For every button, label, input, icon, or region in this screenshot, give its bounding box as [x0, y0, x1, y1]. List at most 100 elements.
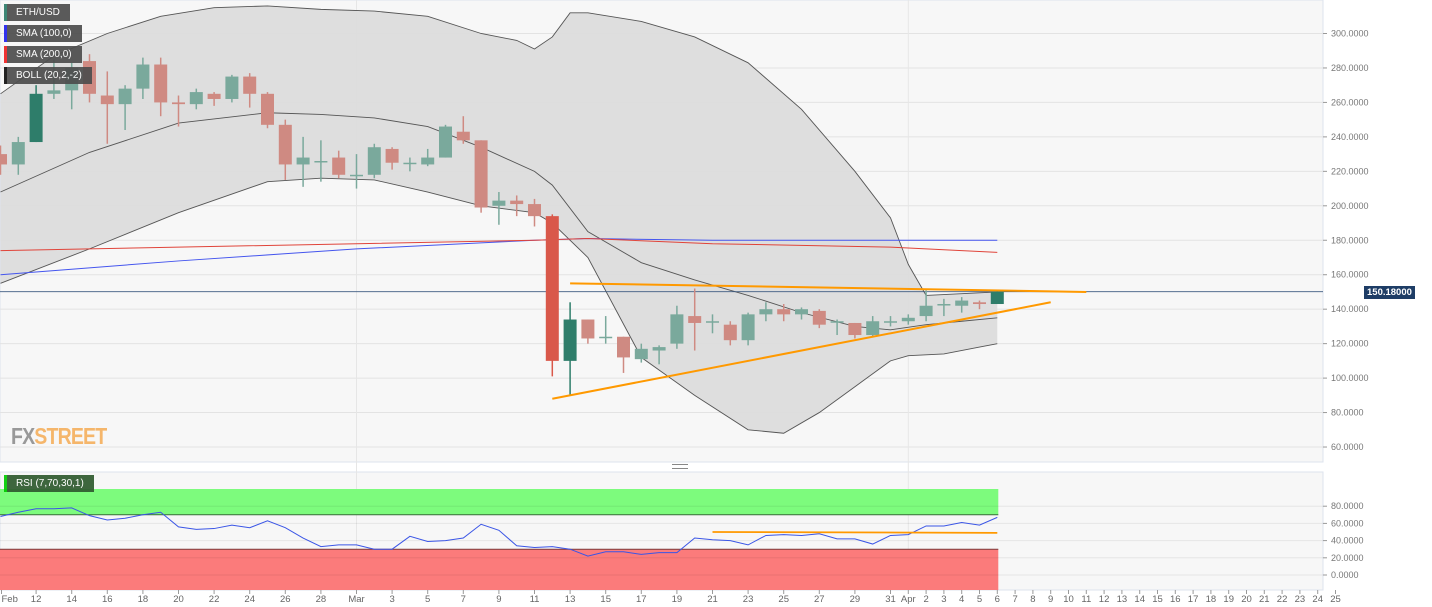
bullish-candle [225, 76, 239, 99]
date-axis-label: 5 [425, 594, 430, 605]
date-axis-label: 7 [1012, 594, 1017, 605]
bullish-candle [136, 64, 150, 89]
date-axis-label: 20 [173, 594, 184, 605]
trendline [570, 282, 1087, 293]
rsi-resize-handle[interactable] [672, 464, 688, 469]
price-axis-label: 300.0000 [1331, 29, 1369, 39]
bullish-candle [901, 317, 915, 322]
legend-bollinger[interactable]: BOLL (20,2,-2) [4, 67, 92, 84]
bullish-candle [670, 314, 684, 344]
date-axis-label: 21 [707, 594, 718, 605]
bearish-candle [243, 76, 257, 94]
bullish-candle [47, 90, 61, 94]
date-axis-label: 6 [995, 594, 1000, 605]
date-axis-label: 2 [923, 594, 928, 605]
rsi-axis-label: 60.0000 [1331, 518, 1364, 528]
legend-rsi[interactable]: RSI (7,70,30,1) [4, 475, 94, 492]
date-axis-label: 23 [743, 594, 754, 605]
bearish-candle [261, 93, 274, 125]
bearish-candle [510, 200, 524, 205]
boll-upper-line [0, 5, 998, 296]
bearish-candle [777, 309, 791, 315]
bullish-candle [29, 93, 43, 143]
bearish-candle [100, 95, 114, 105]
date-axis-label: 16 [102, 594, 113, 605]
bearish-candle [617, 336, 630, 358]
date-axis-label: 17 [636, 594, 647, 605]
bullish-candle [421, 157, 435, 165]
bullish-candle [314, 161, 328, 163]
date-axis-label: 9 [496, 594, 501, 605]
bearish-candle [385, 148, 399, 163]
bearish-candle [723, 324, 737, 341]
date-axis-label: 31 [885, 594, 896, 605]
date-axis-label: 19 [672, 594, 683, 605]
legend-symbol[interactable]: ETH/USD [4, 4, 70, 21]
bearish-candle [581, 319, 595, 339]
date-axis-label: 16 [1170, 594, 1181, 605]
date-axis-label: 12 [1099, 594, 1110, 605]
date-axis-label: 15 [1152, 594, 1163, 605]
bullish-candle [866, 321, 880, 336]
date-axis-label: Apr [901, 594, 916, 605]
price-axis-label: 220.0000 [1331, 166, 1369, 176]
bullish-candle [741, 314, 755, 341]
date-axis-label: 19 [1223, 594, 1234, 605]
date-axis-label: 24 [244, 594, 255, 605]
bullish-candle [439, 126, 452, 158]
date-axis-label: 18 [1206, 594, 1217, 605]
date-axis-label: 23 [1295, 594, 1306, 605]
price-axis-label: 180.0000 [1331, 235, 1369, 245]
date-axis-label: 18 [138, 594, 149, 605]
date-axis-label: 15 [600, 594, 611, 605]
date-axis-label: 22 [1277, 594, 1288, 605]
bullish-candle [634, 348, 648, 360]
bearish-candle [207, 93, 221, 99]
date-axis-label: 17 [1188, 594, 1199, 605]
fxstreet-logo: FXSTREET [11, 423, 107, 450]
logo-fx: FX [11, 423, 35, 449]
date-axis-label: 13 [1117, 594, 1128, 605]
price-axis-label: 120.0000 [1331, 339, 1369, 349]
current-price-badge: 150.18000 [1364, 286, 1415, 299]
price-axis-label: 200.0000 [1331, 201, 1369, 211]
logo-street: STREET [34, 423, 107, 449]
price-axis-label: 60.0000 [1331, 442, 1364, 452]
date-axis-label: Feb [2, 594, 18, 605]
bearish-candle [848, 322, 862, 336]
date-axis-label: Mar [348, 594, 364, 605]
date-axis-label: 21 [1259, 594, 1270, 605]
price-axis-label: 260.0000 [1331, 97, 1369, 107]
date-axis-label: 14 [66, 594, 77, 605]
date-axis-label: 12 [31, 594, 42, 605]
legend-sma-100[interactable]: SMA (100,0) [4, 25, 82, 42]
bullish-candle [599, 336, 613, 339]
price-axis-label: 100.0000 [1331, 373, 1369, 383]
rsi-oversold-zone [0, 549, 999, 590]
price-axis-label: 280.0000 [1331, 63, 1369, 73]
date-axis-label: 7 [461, 594, 466, 605]
price-axis-label: 240.0000 [1331, 132, 1369, 142]
bullish-candle [830, 321, 844, 323]
bullish-candle [118, 88, 132, 105]
date-axis-label: 3 [389, 594, 394, 605]
bearish-candle [973, 302, 986, 305]
date-axis-label: 13 [565, 594, 576, 605]
bullish-candle [11, 142, 25, 165]
boll-lower-line [0, 177, 998, 434]
rsi-trendline [712, 531, 998, 534]
bearish-candle [278, 124, 292, 165]
trendline [552, 301, 1051, 400]
bullish-candle [706, 321, 719, 323]
bullish-candle [350, 174, 363, 177]
date-axis-label: 20 [1241, 594, 1252, 605]
bullish-candle [759, 309, 773, 315]
bearish-candle [545, 216, 559, 361]
legend-sma-200[interactable]: SMA (200,0) [4, 46, 82, 63]
boll-middle-line [0, 112, 998, 331]
bullish-candle [296, 157, 310, 165]
bullish-candle [367, 147, 381, 175]
date-axis-label: 11 [1081, 594, 1091, 605]
date-axis-label: 4 [959, 594, 964, 605]
